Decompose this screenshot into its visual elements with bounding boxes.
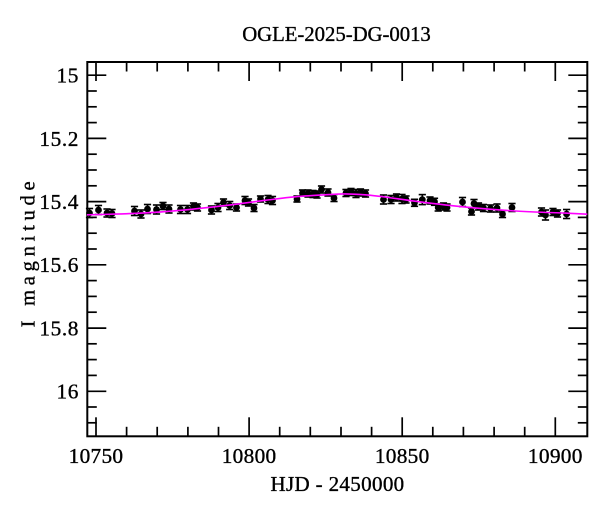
svg-text:10750: 10750: [69, 444, 124, 468]
svg-text:I magnitude: I magnitude: [18, 177, 40, 328]
svg-text:15.6: 15.6: [39, 253, 79, 277]
svg-text:OGLE-2025-DG-0013: OGLE-2025-DG-0013: [242, 23, 431, 46]
svg-text:10800: 10800: [222, 444, 277, 468]
svg-text:10850: 10850: [375, 444, 430, 468]
svg-text:10900: 10900: [528, 444, 583, 468]
svg-text:15.2: 15.2: [39, 127, 79, 151]
svg-text:15.8: 15.8: [39, 317, 79, 341]
svg-text:15.4: 15.4: [39, 190, 79, 214]
svg-text:15: 15: [57, 64, 80, 88]
svg-text:HJD - 2450000: HJD - 2450000: [270, 472, 404, 496]
svg-text:16: 16: [57, 380, 80, 404]
